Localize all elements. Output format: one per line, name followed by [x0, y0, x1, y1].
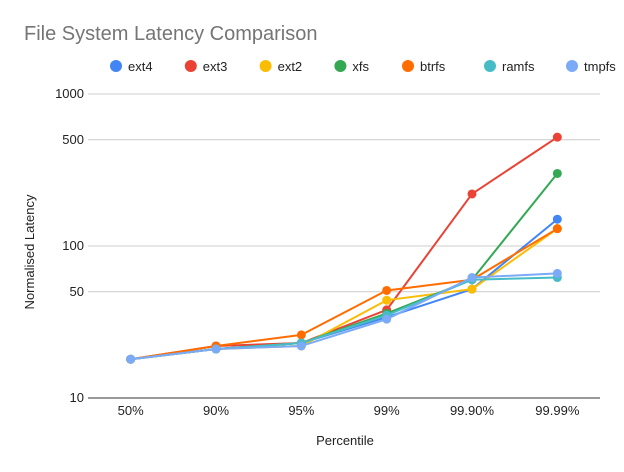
y-tick-label: 50 — [70, 284, 84, 299]
data-point — [467, 273, 477, 283]
x-axis-label: Percentile — [316, 433, 374, 448]
data-point — [552, 214, 562, 224]
y-tick-label: 100 — [62, 238, 84, 253]
series-line — [130, 218, 558, 361]
legend-item: tmpfs — [566, 59, 616, 74]
x-tick-label: 50% — [118, 403, 144, 418]
legend-item: ext2 — [259, 59, 303, 74]
legend: ext4 ext3 ext2 xfs btrfs ramfs tmpfs — [110, 59, 616, 74]
legend-label: xfs — [352, 59, 369, 74]
legend-swatch — [110, 60, 122, 72]
data-point — [467, 284, 477, 294]
legend-label: ext2 — [278, 59, 303, 74]
legend-item: ext3 — [184, 59, 228, 74]
series-line — [130, 227, 558, 361]
legend-swatch — [334, 60, 347, 72]
series-line — [130, 136, 558, 361]
data-point — [552, 268, 562, 278]
x-tick-label: 90% — [203, 403, 229, 418]
data-point — [296, 341, 306, 351]
data-point — [552, 224, 562, 234]
data-point — [211, 344, 221, 354]
legend-item: ext4 — [110, 59, 153, 74]
series-xfs — [126, 168, 562, 364]
y-axis-ticks: 10 50 100 500 1000 — [55, 86, 84, 405]
series-btrfs — [126, 224, 562, 364]
data-point — [126, 354, 136, 364]
series-ext2 — [126, 224, 562, 364]
legend-swatch — [566, 60, 578, 72]
legend-label: btrfs — [420, 59, 446, 74]
data-point — [382, 285, 392, 295]
legend-item: btrfs — [402, 59, 446, 74]
legend-label: ext4 — [128, 59, 153, 74]
data-point — [552, 168, 562, 178]
x-tick-label: 99.99% — [535, 403, 580, 418]
y-tick-label: 500 — [62, 132, 84, 147]
x-tick-label: 95% — [288, 403, 314, 418]
y-axis-label: Normalised Latency — [22, 194, 37, 309]
data-point — [382, 314, 392, 324]
series-line — [130, 272, 558, 361]
legend-label: ext3 — [203, 59, 228, 74]
legend-label: tmpfs — [584, 59, 616, 74]
series-line — [130, 276, 558, 361]
legend-swatch — [402, 60, 414, 72]
x-tick-label: 99% — [374, 403, 400, 418]
data-point — [382, 295, 392, 305]
series-layer — [126, 132, 562, 364]
series-tmpfs — [126, 268, 562, 364]
legend-item: ramfs — [484, 59, 535, 74]
gridlines — [88, 93, 600, 399]
legend-item: xfs — [334, 59, 370, 74]
series-ext4 — [126, 214, 562, 364]
legend-swatch — [184, 60, 197, 72]
data-point — [552, 132, 562, 142]
data-point — [467, 189, 477, 199]
legend-label: ramfs — [502, 59, 535, 74]
legend-swatch — [484, 60, 496, 72]
x-axis-ticks: 50% 90% 95% 99% 99.90% 99.99% — [118, 403, 580, 418]
series-line — [130, 227, 558, 361]
y-tick-label: 1000 — [55, 86, 84, 101]
chart-title: File System Latency Comparison — [24, 23, 317, 45]
legend-swatch — [259, 60, 272, 72]
y-tick-label: 10 — [70, 390, 84, 405]
data-point — [296, 330, 306, 340]
x-tick-label: 99.90% — [450, 403, 495, 418]
